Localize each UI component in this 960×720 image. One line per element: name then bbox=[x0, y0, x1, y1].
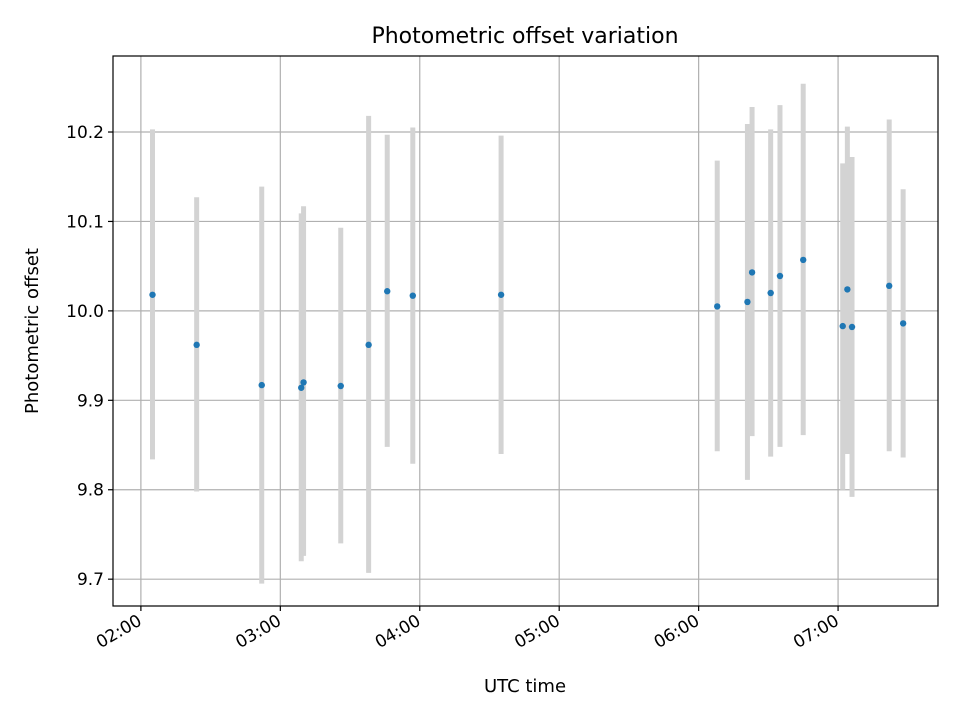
data-point bbox=[384, 288, 391, 295]
x-tick-label: 07:00 bbox=[790, 611, 842, 653]
y-axis-ticks: 9.7 9.8 9.9 10.0 10.1 10.2 bbox=[66, 123, 113, 590]
x-tick-label: 03:00 bbox=[232, 611, 284, 653]
y-tick-label: 9.7 bbox=[77, 570, 104, 590]
data-point bbox=[748, 269, 756, 276]
data-point bbox=[409, 292, 416, 299]
y-tick-label: 9.9 bbox=[77, 391, 104, 411]
data-point bbox=[149, 291, 156, 298]
data-point bbox=[337, 382, 344, 390]
x-axis-ticks: 02:00 03:00 04:00 05:00 06:00 07:00 bbox=[93, 606, 843, 653]
data-points bbox=[149, 256, 907, 391]
y-tick-label: 9.8 bbox=[77, 481, 104, 501]
data-point bbox=[885, 282, 893, 290]
x-tick-label: 04:00 bbox=[372, 611, 424, 653]
data-point bbox=[365, 341, 372, 349]
y-tick-label: 10.1 bbox=[66, 212, 104, 232]
data-point bbox=[776, 272, 784, 280]
data-point bbox=[800, 256, 807, 264]
data-point bbox=[767, 289, 774, 297]
chart-title: Photometric offset variation bbox=[371, 24, 678, 49]
y-tick-label: 10.0 bbox=[66, 302, 104, 322]
data-point bbox=[899, 320, 907, 327]
grid bbox=[113, 56, 938, 606]
data-point bbox=[300, 379, 307, 386]
data-point bbox=[298, 384, 305, 391]
data-point bbox=[714, 303, 721, 310]
y-tick-label: 10.2 bbox=[66, 123, 104, 143]
x-axis-label: UTC time bbox=[484, 676, 566, 697]
data-point bbox=[497, 291, 505, 298]
y-axis-label: Photometric offset bbox=[22, 248, 43, 414]
plot-frame bbox=[112, 55, 939, 607]
data-point bbox=[848, 323, 856, 331]
data-point bbox=[193, 341, 200, 349]
x-tick-label: 02:00 bbox=[93, 611, 145, 653]
data-point bbox=[844, 286, 851, 293]
data-point bbox=[258, 381, 265, 389]
x-tick-label: 05:00 bbox=[511, 611, 563, 653]
error-bars bbox=[150, 83, 906, 584]
data-point bbox=[839, 322, 846, 330]
x-tick-label: 06:00 bbox=[651, 611, 703, 653]
data-point bbox=[744, 298, 751, 306]
